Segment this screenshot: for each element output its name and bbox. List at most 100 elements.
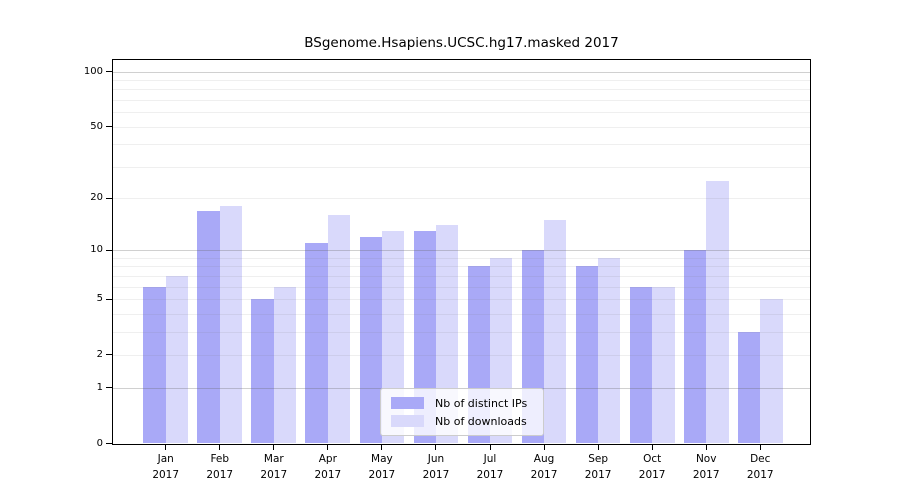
bar-distinct-ips [683, 250, 707, 444]
x-axis-tick-label: Jan 2017 [139, 452, 193, 483]
y-axis-tick [106, 354, 112, 356]
bar-distinct-ips [359, 236, 382, 444]
x-axis-label-line: Jul [483, 453, 497, 465]
bar-downloads [327, 215, 351, 444]
y-axis-tick [106, 71, 112, 73]
x-axis-tick [435, 445, 437, 450]
bar-downloads [706, 180, 729, 444]
x-axis-label-line: 2017 [638, 468, 666, 481]
bar-downloads [273, 286, 297, 444]
bar-downloads [760, 299, 783, 444]
x-axis-tick [489, 445, 491, 450]
x-axis-tick-label: Feb 2017 [193, 452, 247, 483]
y-axis-tick [106, 443, 112, 444]
x-axis-tick-label: Aug 2017 [517, 452, 571, 483]
bar-downloads [652, 286, 675, 444]
bar-distinct-ips [575, 266, 599, 444]
x-axis-tick-label: Apr 2017 [301, 452, 355, 483]
x-axis-tick [705, 445, 707, 450]
x-axis-tick-label: Dec 2017 [733, 452, 787, 483]
x-axis-label-line: Feb [210, 453, 230, 465]
x-axis-tick [381, 445, 383, 450]
x-axis-label-line: 2017 [584, 468, 612, 481]
y-axis-tick [106, 249, 112, 251]
legend-swatch-downloads [391, 415, 424, 427]
bar-distinct-ips [629, 286, 653, 444]
x-axis-tick [327, 445, 329, 450]
x-axis-tick [597, 445, 599, 450]
chart-title: BSgenome.Hsapiens.UCSC.hg17.masked 2017 [304, 35, 619, 51]
bar-distinct-ips [143, 286, 166, 444]
x-axis-tick [219, 445, 221, 450]
x-axis-label-line: 2017 [746, 468, 774, 481]
gridline-minor [113, 166, 810, 168]
legend-item-distinct-ips: Nb of distinct IPs [391, 397, 543, 410]
x-axis-tick [165, 445, 167, 450]
gridline-minor [113, 99, 810, 101]
y-axis-tick-label: 20 [90, 192, 103, 204]
x-axis-label-line: Jun [427, 453, 445, 465]
y-axis-tick [106, 197, 112, 199]
y-axis-tick-label: 10 [90, 244, 103, 256]
gridline-minor [113, 112, 810, 114]
bar-downloads [598, 257, 621, 444]
y-axis-tick-label: 5 [96, 293, 103, 305]
x-axis-label-line: Jan [157, 453, 174, 465]
y-axis-tick [106, 126, 112, 128]
legend-swatch-distinct-ips [391, 397, 424, 409]
y-axis-tick [106, 298, 112, 300]
y-axis-tick [106, 387, 112, 389]
x-axis-tick-label: Oct 2017 [625, 452, 679, 483]
bar-downloads [219, 206, 243, 444]
x-axis-label-line: Dec [750, 453, 771, 465]
x-axis-tick [651, 445, 653, 450]
y-axis-tick-label: 0 [96, 437, 103, 449]
gridline-minor [113, 79, 810, 81]
gridline-minor [113, 89, 810, 91]
legend: Nb of distinct IPs Nb of downloads [380, 388, 544, 436]
x-axis-label-line: Nov [695, 453, 717, 465]
x-axis-label-line: 2017 [314, 468, 342, 481]
x-axis-label-line: May [371, 453, 393, 465]
x-axis-label-line: 2017 [152, 468, 180, 481]
x-axis-label-line: Oct [643, 453, 662, 465]
x-axis-label-line: 2017 [692, 468, 720, 481]
x-axis-tick [273, 445, 275, 450]
bar-distinct-ips [251, 299, 274, 444]
legend-label: Nb of distinct IPs [435, 396, 528, 410]
x-axis-label-line: Mar [263, 453, 284, 465]
x-axis-tick-label: Sep 2017 [571, 452, 625, 483]
plot-area: 0 1 2 5 10 20 50 100 Jan 2017 Feb 2017 Mar 2017 Apr 20… [84, 59, 811, 481]
x-axis-tick [543, 445, 545, 450]
bar-downloads [165, 275, 189, 444]
gridline-minor [113, 144, 810, 146]
x-axis-tick-label: Mar 2017 [247, 452, 301, 483]
y-axis-tick-label: 1 [96, 381, 103, 393]
x-axis-label-line: Apr [318, 453, 337, 465]
x-axis-label-line: Sep [588, 453, 608, 465]
x-axis-label-line: 2017 [206, 468, 234, 481]
legend-label: Nb of downloads [435, 414, 527, 428]
x-axis-label-line: Aug [533, 453, 555, 465]
y-axis-tick-label: 100 [83, 65, 103, 77]
x-axis-label-line: 2017 [260, 468, 288, 481]
legend-item-downloads: Nb of downloads [391, 415, 543, 428]
x-axis-tick-label: Nov 2017 [679, 452, 733, 483]
x-axis-tick [759, 445, 761, 450]
bar-distinct-ips [197, 210, 220, 444]
x-axis-tick-label: Jul 2017 [463, 452, 517, 483]
x-axis-label-line: 2017 [368, 468, 396, 481]
x-axis-label-line: 2017 [530, 468, 558, 481]
y-axis-tick-label: 50 [90, 120, 103, 132]
y-axis-tick-label: 2 [96, 348, 103, 360]
x-axis-label-line: 2017 [476, 468, 504, 481]
gridline-major [113, 71, 810, 73]
bar-downloads [544, 220, 567, 444]
gridline-minor [113, 126, 810, 128]
x-axis-label-line: 2017 [422, 468, 450, 481]
x-axis-tick-label: Jun 2017 [409, 452, 463, 483]
bar-distinct-ips [737, 331, 761, 444]
bar-distinct-ips [305, 243, 328, 444]
x-axis-tick-label: May 2017 [355, 452, 409, 483]
